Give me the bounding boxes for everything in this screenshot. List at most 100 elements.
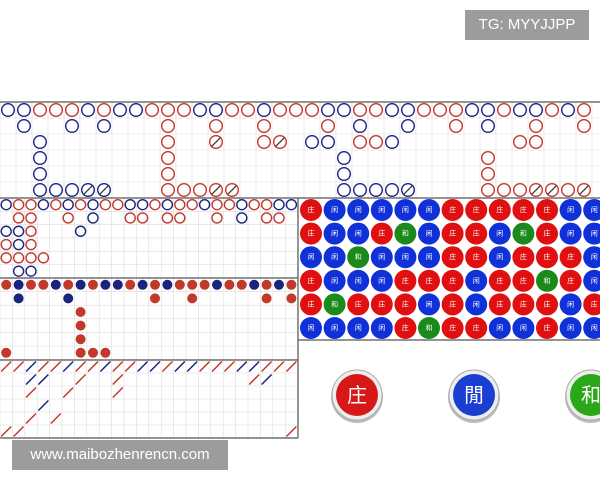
bet-button[interactable]: 庄 [331, 369, 383, 423]
road-mark [25, 212, 37, 224]
road-mark [240, 102, 255, 117]
road-mark [211, 360, 223, 373]
bead-label: 闲 [591, 323, 598, 332]
bead-label: 庄 [449, 276, 456, 285]
road-mark [208, 102, 223, 117]
road-mark [273, 212, 285, 224]
road-mark [25, 252, 37, 264]
bet-button[interactable]: 閒 [448, 369, 500, 423]
road-mark [561, 182, 576, 197]
road-mark [224, 279, 235, 290]
bead [536, 246, 558, 269]
bead [347, 269, 370, 292]
road-mark [248, 373, 260, 386]
bead-label: 庄 [544, 252, 551, 261]
bead-label: 闲 [355, 229, 362, 238]
road-mark [353, 102, 368, 117]
bead [488, 199, 511, 221]
button-face [570, 374, 600, 416]
bead [370, 317, 393, 339]
road-mark [236, 198, 248, 211]
road-mark [75, 307, 86, 317]
road-mark [33, 182, 48, 197]
bead [583, 317, 600, 339]
road-mark [273, 134, 288, 149]
bead-label: 闲 [355, 323, 362, 332]
tie-slash [531, 185, 541, 195]
road-mark [88, 279, 98, 290]
bead-label: 和 [355, 252, 362, 261]
road-mark [353, 118, 368, 133]
road-mark [160, 166, 175, 181]
road-mark [187, 293, 198, 304]
bead-label: 庄 [308, 229, 315, 238]
road-mark [13, 279, 24, 290]
bead-label: 闲 [473, 299, 480, 308]
bead [465, 222, 488, 245]
road-mark [160, 150, 175, 165]
bead [394, 246, 417, 269]
bead [559, 199, 582, 221]
road-mark [465, 102, 480, 117]
road-mark [0, 238, 12, 251]
road-mark [124, 212, 136, 224]
road-mark [12, 265, 25, 277]
bead-label: 庄 [449, 229, 456, 238]
road-mark [305, 102, 320, 117]
road-mark [273, 102, 288, 117]
road-mark [481, 118, 496, 133]
bead-label: 闲 [567, 205, 574, 214]
road-mark [37, 198, 50, 211]
road-mark [33, 166, 48, 181]
bead-label: 和 [426, 323, 433, 332]
bead [370, 246, 393, 269]
road-mark [128, 102, 143, 117]
road-mark [286, 279, 297, 290]
bead-label: 庄 [449, 252, 456, 261]
bead [323, 246, 346, 269]
road-mark [136, 212, 149, 224]
bead [323, 293, 346, 316]
bead [394, 317, 417, 339]
road-mark [285, 425, 297, 438]
road-mark [248, 360, 260, 373]
road-mark [481, 166, 496, 181]
button-label: 和 [581, 383, 600, 407]
bead [441, 317, 464, 339]
bead-label: 庄 [355, 299, 362, 308]
road-mark [174, 198, 186, 211]
road-mark [285, 198, 298, 211]
bead-label: 庄 [426, 276, 433, 285]
road-mark [187, 279, 198, 290]
bead [559, 269, 582, 292]
bead [347, 199, 370, 221]
bead [559, 246, 582, 269]
bead [347, 293, 370, 316]
road-mark [0, 425, 12, 438]
bead [559, 222, 582, 245]
bead-label: 闲 [308, 252, 315, 261]
bead-label: 闲 [378, 323, 385, 332]
road-mark [248, 198, 260, 211]
road-mark [236, 360, 248, 373]
road-mark [513, 182, 528, 197]
road-mark [577, 102, 592, 117]
road-mark [289, 102, 304, 117]
bead-label: 闲 [567, 229, 574, 238]
bead [465, 293, 488, 316]
road-mark [100, 279, 111, 290]
bead [559, 317, 582, 339]
road-mark [162, 279, 173, 290]
bead [370, 199, 393, 221]
bead [418, 246, 440, 269]
road-mark [186, 360, 198, 373]
bead-label: 庄 [473, 252, 480, 261]
bead-label: 庄 [520, 276, 527, 285]
bead [583, 246, 600, 269]
road-mark [513, 134, 528, 149]
bet-button[interactable]: 和 [565, 369, 600, 423]
bead [300, 293, 322, 316]
road-mark [199, 279, 210, 290]
road-mark [224, 102, 239, 117]
road-mark [38, 279, 49, 290]
